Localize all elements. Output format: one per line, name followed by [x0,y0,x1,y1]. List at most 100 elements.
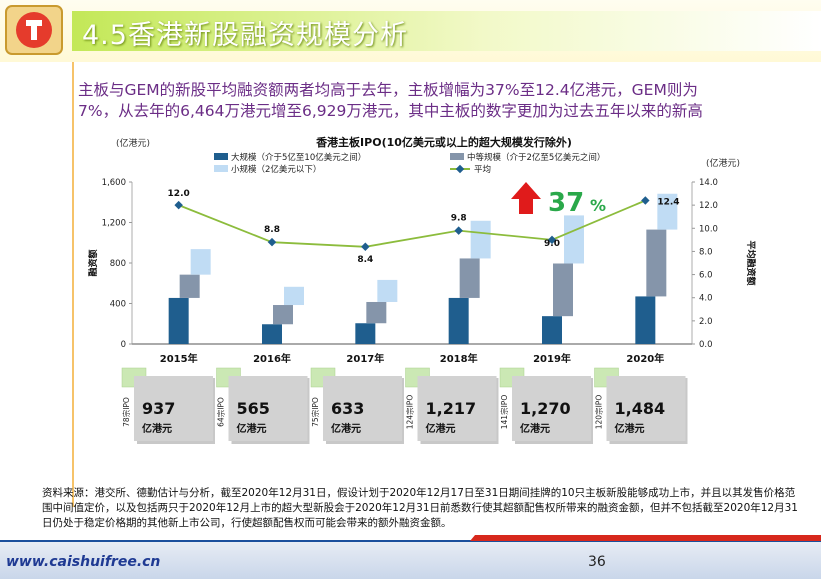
right-axis-unit: (亿港元) [706,157,740,169]
summary-line-2: 7%，从去年的6,464万港元增至6,929万港元，其中主板的数字更加为过去五年… [78,102,703,120]
average-label: 9.8 [451,214,467,224]
y-tick-label: 0 [121,340,126,350]
average-line [178,199,646,248]
x-tick-label: 2019年 [533,352,571,365]
ipo-box-face [134,376,213,441]
average-point [267,237,277,247]
page-title: 4.5香港新股融资规模分析 [82,20,408,51]
bar-small [190,249,211,275]
bar-medium [459,258,480,298]
average-point [361,242,370,252]
footer-red-stripe [470,535,821,541]
ipo-box-face [512,376,591,441]
ipo-total-value: 565 [237,399,270,418]
x-tick-label: 2018年 [440,352,478,365]
bar-small [377,279,398,302]
ipo-box-face [323,376,402,441]
ipo-total-unit: 亿港元 [615,422,645,435]
website-url[interactable]: www.caishuifree.cn [6,554,161,570]
left-rule [72,62,74,507]
ipo-total-unit: 亿港元 [520,422,550,435]
y2-tick-label: 2.0 [699,317,713,327]
ipo-count-label: 124宗IPO [405,395,415,430]
average-point [454,226,463,235]
bar-medium [553,263,573,317]
average-point [641,196,650,205]
bar-small [564,215,584,264]
bar-medium [366,301,387,324]
y2-tick-label: 10.0 [699,224,718,234]
average-label: 8.8 [264,225,280,235]
ipo-total-value: 937 [142,399,175,418]
bar-medium [646,229,667,297]
title-band [72,11,821,51]
average-label: 12.4 [657,198,679,208]
x-tick-label: 2020年 [626,352,664,365]
up-arrow-icon [511,182,541,214]
ipo-total-value: 1,217 [426,399,477,418]
chart-title: 香港主板IPO(10亿美元或以上的超大规模发行除外) [315,135,572,149]
bar-large [355,323,376,344]
y-tick-label: 1,200 [102,219,126,229]
summary-line-1: 主板与GEM的新股平均融资额两者均高于去年，主板增幅为37%至12.4亿港元，G… [78,81,698,99]
bar-small [657,193,678,230]
y2-tick-label: 0.0 [699,340,713,350]
average-label: 9.0 [544,239,560,249]
summary-text: 主板与GEM的新股平均融资额两者均高于去年，主板增幅为37%至12.4亿港元，G… [78,80,798,122]
ipo-total-value: 1,484 [615,399,666,418]
bar-large [448,297,469,344]
y2-tick-label: 14.0 [699,178,718,188]
average-point [174,200,183,210]
ipo-box-face [417,376,497,441]
y-tick-label: 800 [110,259,126,269]
ipo-count-label: 64宗IPO [216,397,226,427]
ipo-total-unit: 亿港元 [331,422,361,435]
ipo-total-unit: 亿港元 [237,422,267,435]
bar-large [635,296,656,344]
growth-percent: % [590,196,606,215]
footer-band [0,542,821,579]
y2-tick-label: 12.0 [699,201,718,211]
bar-large [542,316,562,344]
x-tick-label: 2015年 [160,352,198,365]
x-tick-label: 2016年 [253,352,291,365]
bar-small [470,220,491,259]
bar-medium [179,274,200,298]
y2-tick-label: 6.0 [699,271,713,281]
y2-tick-label: 4.0 [699,294,713,304]
bar-small [284,286,304,306]
bar-medium [273,305,293,325]
y2-axis-label: 平均融资额 [745,240,757,285]
ipo-count-label: 78宗IPO [121,397,131,427]
ipo-total-unit: 亿港元 [426,422,456,435]
legend-average-marker [455,164,465,174]
average-label: 12.0 [168,189,190,199]
y-tick-label: 1,600 [102,178,126,188]
legend-swatch [450,153,464,160]
ipo-count-label: 141宗IPO [499,395,509,430]
y2-tick-label: 8.0 [699,247,713,257]
ipo-count-label: 120宗IPO [594,395,604,430]
ipo-box-face [606,376,686,441]
source-note: 资料来源：港交所、德勤估计与分析，截至2020年12月31日，假设计划于2020… [42,487,798,529]
bar-large [168,297,189,344]
growth-number: 37 [548,188,584,218]
legend-label: 小规模（2亿美元以下） [231,164,321,175]
legend-swatch [214,165,228,172]
legend-label: 中等规模（介于2亿至5亿美元之间） [467,152,605,163]
legend-label: 大规模（介于5亿至10亿美元之间） [231,152,366,163]
ipo-box-face [228,376,308,441]
ipo-total-value: 1,270 [520,399,571,418]
legend-swatch [214,153,228,160]
y-axis-label: 融资额 [87,249,99,276]
ipo-total-unit: 亿港元 [142,422,172,435]
legend-label: 平均 [474,164,491,175]
bar-large [262,324,282,344]
ipo-count-label: 75宗IPO [310,397,320,427]
page-number: 36 [588,554,606,570]
average-label: 8.4 [357,255,373,265]
company-logo-icon [5,5,63,55]
y-tick-label: 400 [110,300,126,310]
ipo-total-value: 633 [331,399,364,418]
